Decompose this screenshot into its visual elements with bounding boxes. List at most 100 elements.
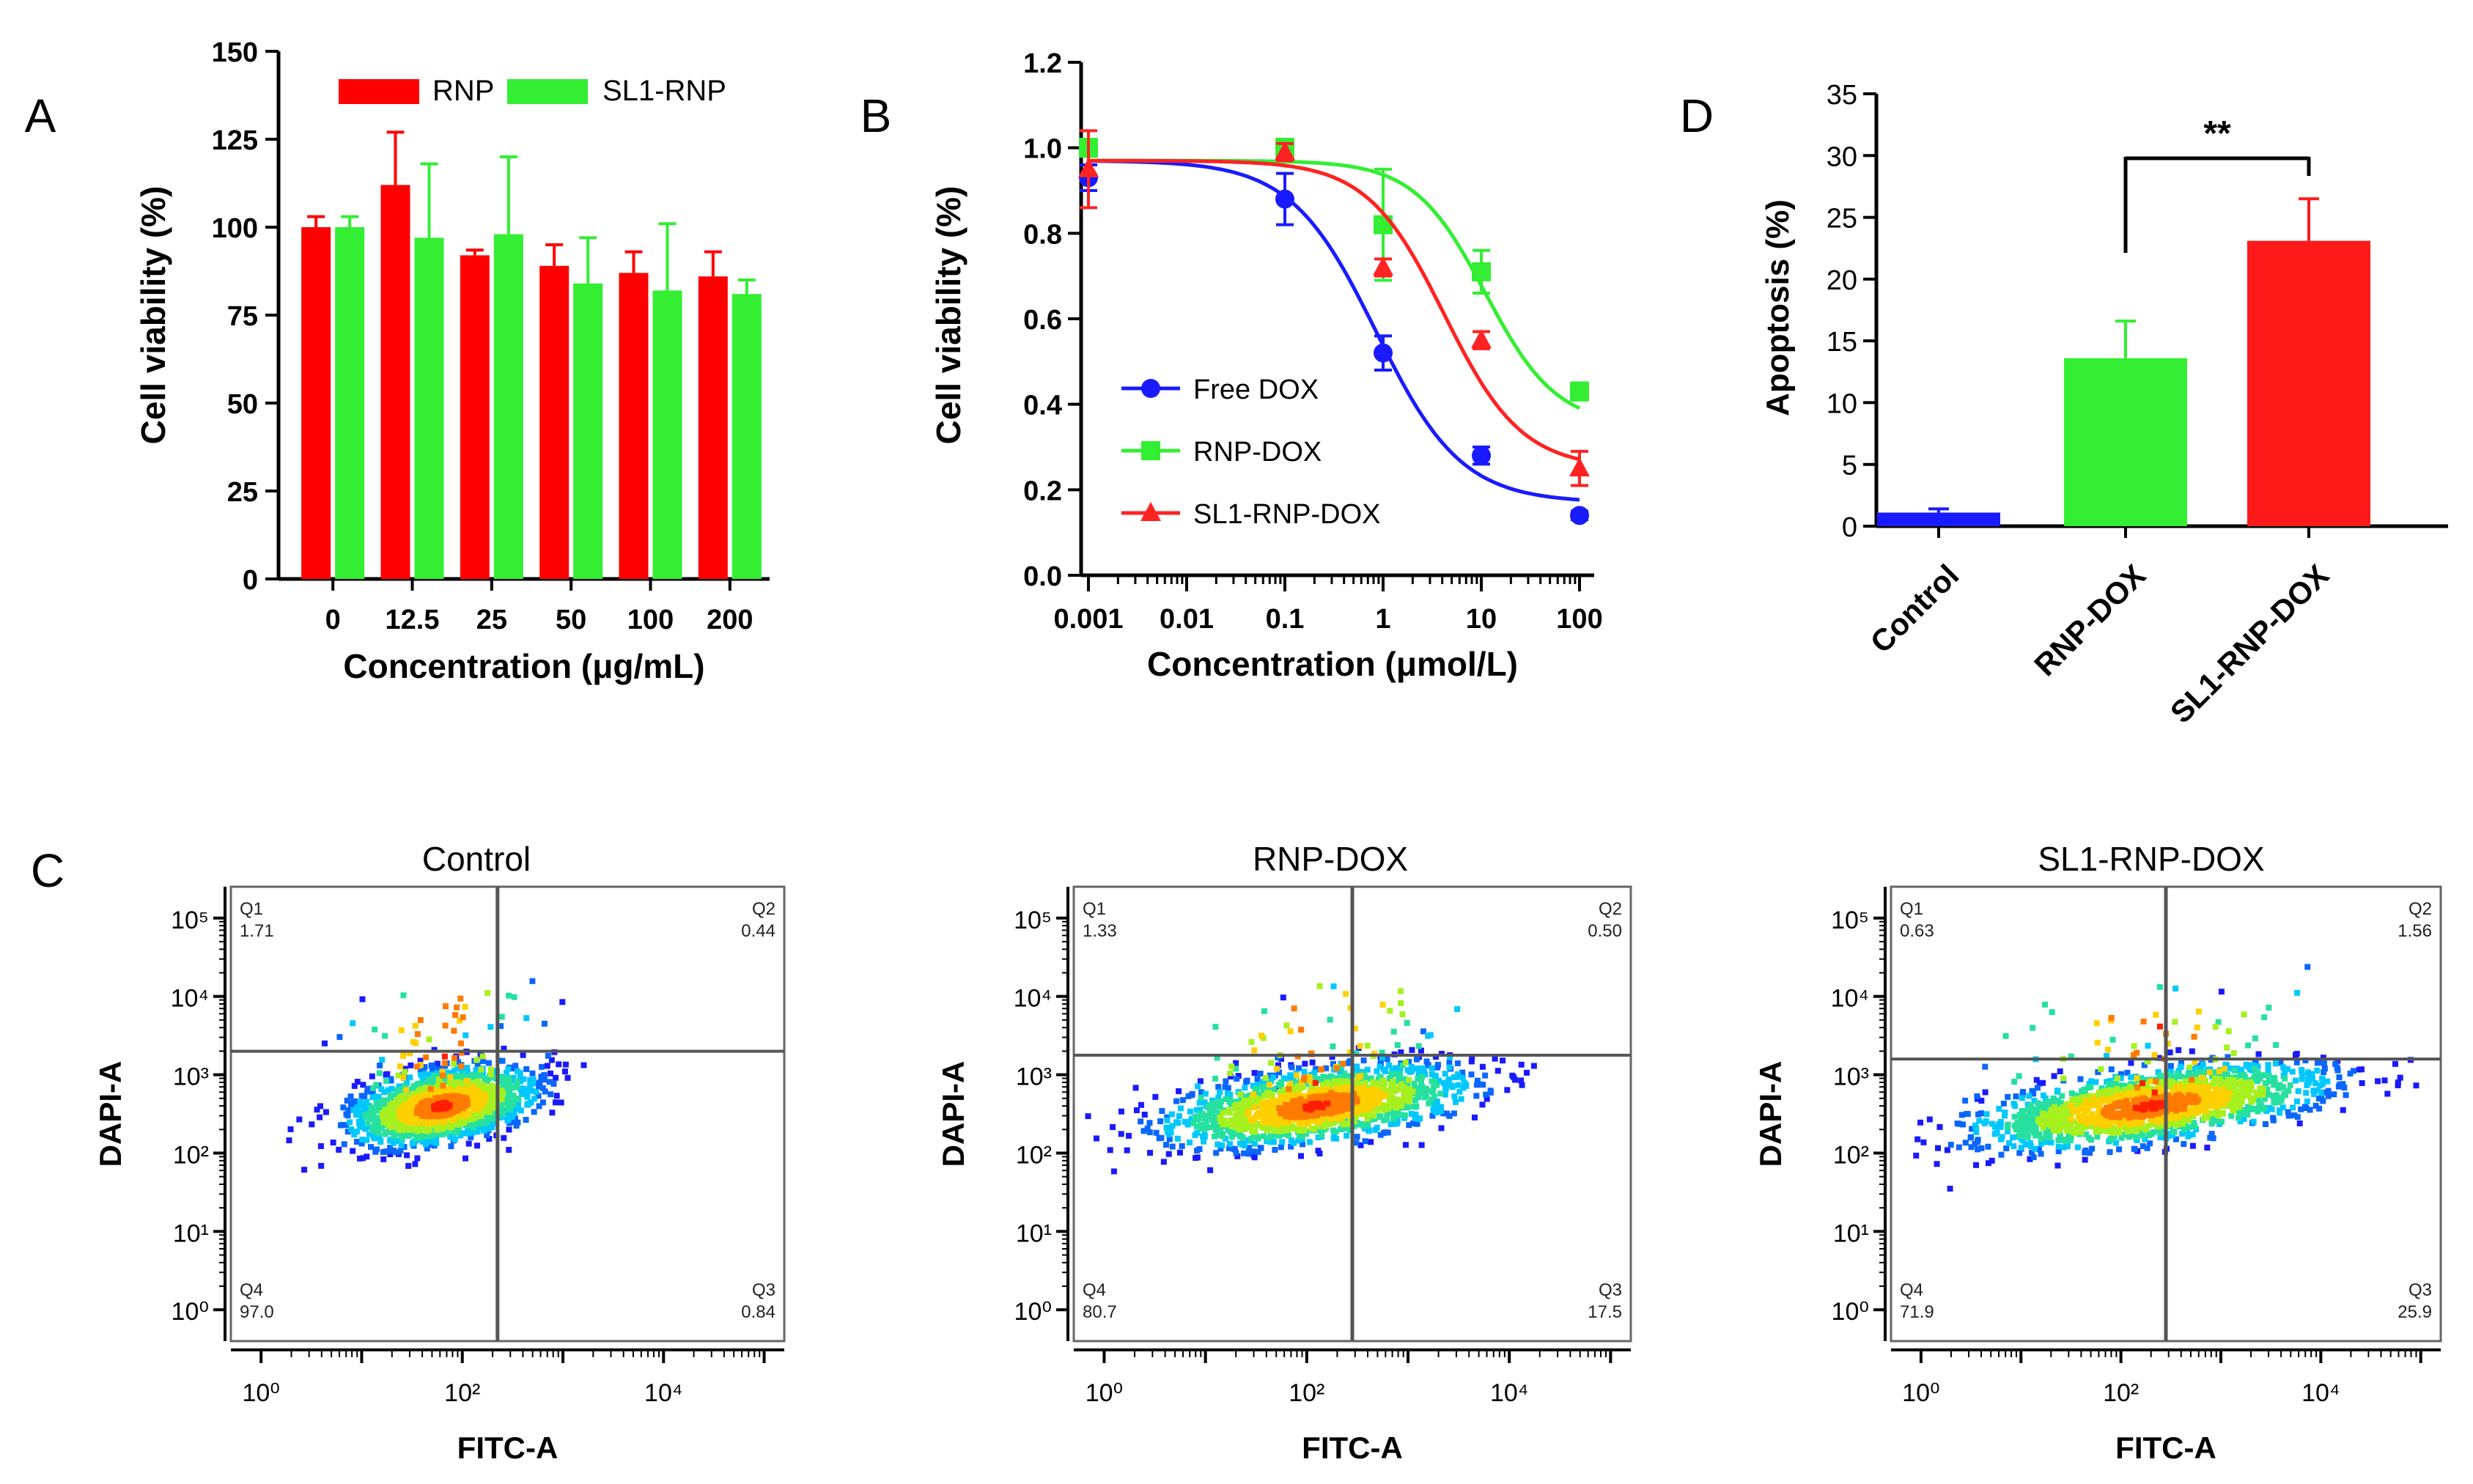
event-dot [1234,1153,1241,1159]
event-dot [1340,1121,1346,1128]
event-dot [1146,1120,1153,1126]
event-dot [486,1135,493,1142]
event-dot [2074,1144,2081,1151]
event-dot [2325,1088,2332,1094]
event-dot [1368,1088,1374,1095]
event-dot [526,1085,533,1092]
event-dot [2172,1076,2178,1082]
event-dot [393,1101,399,1107]
y-tick-label: 0.4 [1023,391,1062,421]
event-dot [492,1112,498,1119]
event-dot [2241,1115,2247,1122]
event-dot [1459,1074,1466,1081]
event-dot [1982,1089,1989,1096]
event-dot [394,1149,400,1156]
event-dot [1331,1133,1338,1140]
event-dot [1264,1113,1271,1120]
event-dot [525,1101,531,1107]
event-dot [1379,1055,1385,1061]
event-dot [1306,1139,1313,1145]
event-dot [388,1096,395,1102]
event-dot [2304,1077,2311,1083]
data-point [1275,141,1295,160]
event-dot [1354,1068,1360,1074]
event-dot [2046,1133,2053,1140]
event-dot [1286,1086,1292,1093]
event-dot [418,1071,424,1078]
event-dot [2018,1145,2024,1151]
event-dot [426,1082,432,1088]
event-dot [1267,1092,1274,1099]
event-dot [2123,1082,2129,1089]
event-dot [1430,1085,1437,1091]
event-dot [2041,1107,2047,1113]
legend-label: SL1-RNP-DOX [1193,499,1381,530]
event-dot [435,1066,442,1072]
event-dot [2082,1116,2089,1123]
event-dot [1357,1142,1364,1148]
event-dot [1240,1119,1247,1126]
x-tick-label: 1 [1375,604,1390,635]
event-dot [427,1071,434,1078]
event-dot [498,1023,504,1030]
y-tick-label: 10² [173,1141,209,1169]
event-dot [2082,1109,2089,1115]
event-dot [318,1162,325,1169]
event-dot [2040,1124,2046,1131]
event-dot [2055,1148,2062,1154]
event-dot [2133,1081,2140,1088]
event-dot [1213,1150,1220,1156]
event-dot [2146,1140,2153,1147]
event-dot [368,1144,375,1151]
event-dot [2304,1082,2310,1088]
event-dot [2128,1080,2134,1087]
event-dot [323,1109,329,1115]
event-dot [1418,1079,1425,1086]
event-dot [395,1126,402,1133]
event-dot [2113,1126,2120,1132]
data-point [1570,382,1589,402]
event-dot [462,1003,468,1010]
event-dot [2238,1066,2245,1073]
event-dot [1404,1093,1411,1100]
event-dot [2237,1072,2244,1079]
event-dot [2276,1107,2282,1114]
event-dot [1509,1072,1516,1079]
event-dot [1440,1079,1447,1086]
event-dot [2080,1103,2087,1110]
event-dot [2237,1078,2244,1085]
event-dot [1226,1110,1233,1116]
event-dot [2137,1129,2144,1135]
event-dot [1978,1145,1985,1151]
event-dot [451,1060,457,1067]
event-dot [1252,1085,1258,1092]
event-dot [561,1068,568,1075]
event-dot [2189,1072,2196,1079]
event-dot [1195,1083,1201,1090]
event-dot [2263,1086,2270,1093]
event-dot [2186,1083,2192,1090]
event-dot [1164,1117,1171,1123]
event-dot [424,1088,430,1094]
event-dot [2167,1049,2173,1056]
event-dot [1374,1068,1380,1074]
event-dot [446,1132,453,1139]
event-dot [474,1129,481,1135]
event-dot [2263,1090,2270,1096]
event-dot [1253,1089,1260,1096]
event-dot [1357,1073,1364,1079]
event-dot [1330,1060,1336,1067]
event-dot [2228,1112,2235,1119]
event-dot [2233,1104,2239,1110]
event-dot [1415,1076,1421,1082]
event-dot [1316,983,1323,989]
event-dot [1291,1110,1297,1116]
event-dot [550,1080,557,1087]
event-dot [2010,1134,2016,1141]
y-tick-label: 1.0 [1023,134,1062,165]
event-dot [2086,1081,2093,1088]
event-dot [2192,1071,2199,1077]
event-dot [2236,1082,2243,1088]
event-dot [504,1069,510,1076]
event-dot [1118,1131,1124,1137]
